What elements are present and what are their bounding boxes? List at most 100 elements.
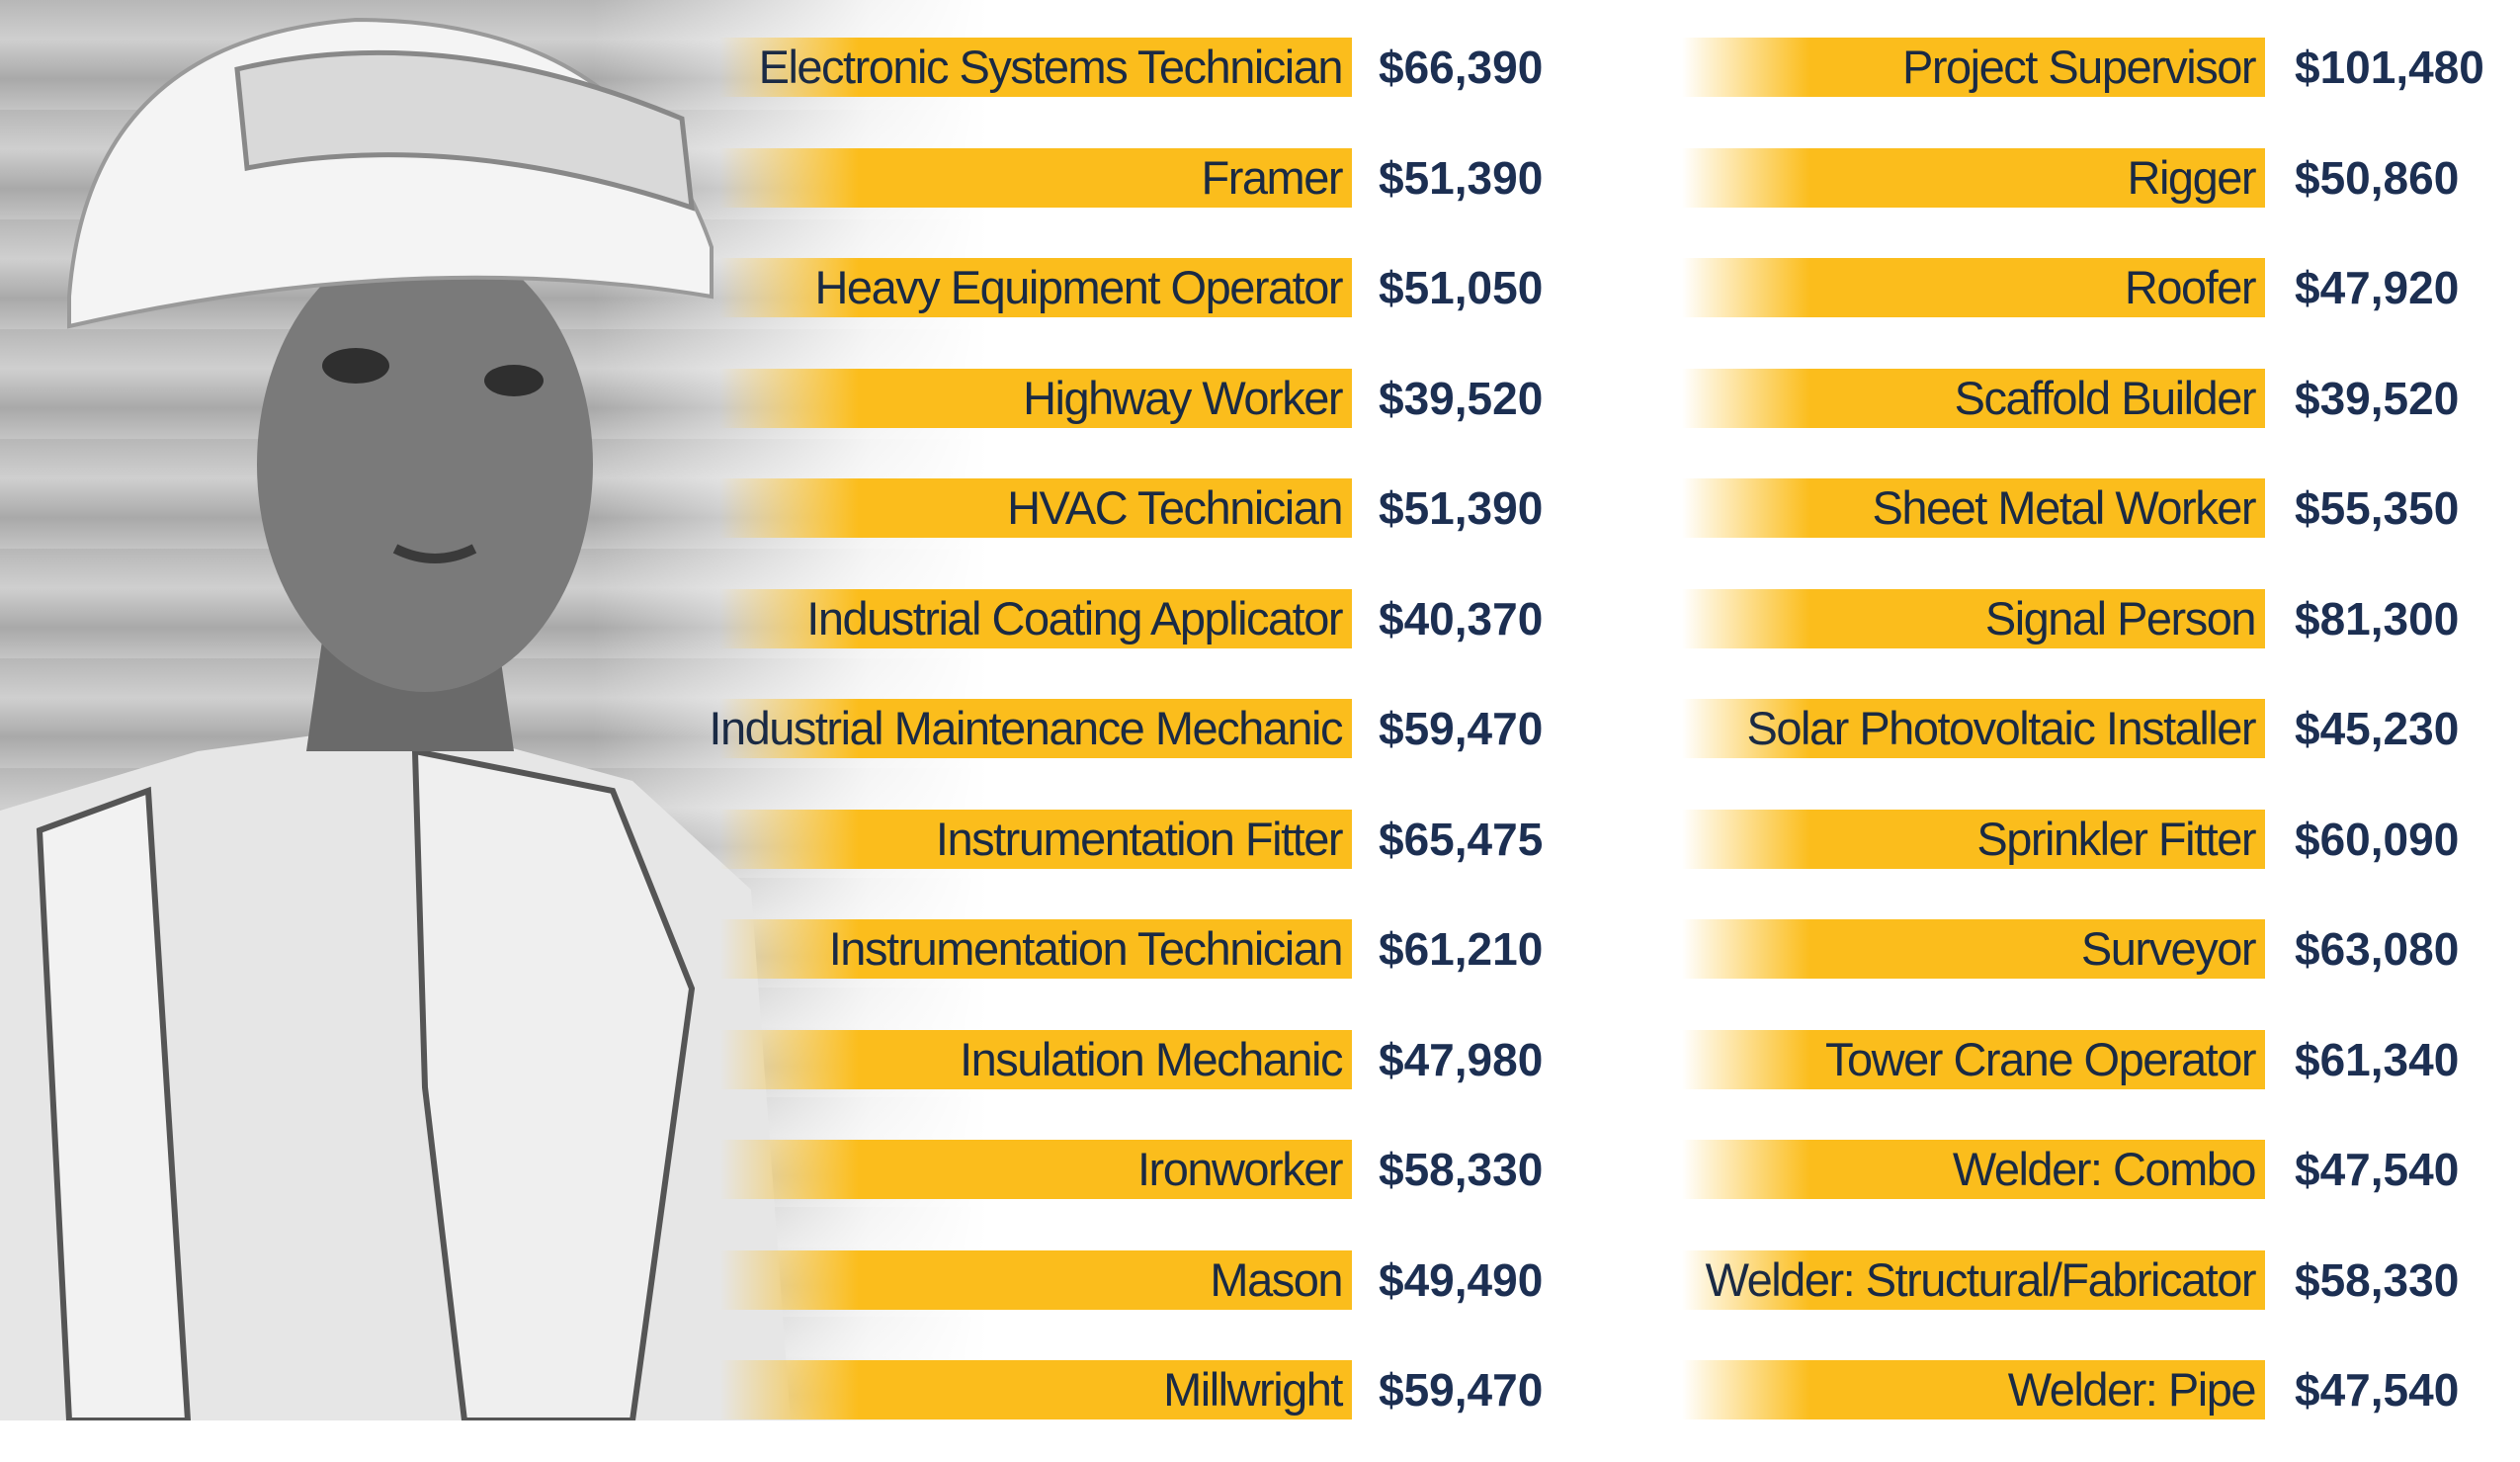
- highlight-bar: [719, 588, 1352, 648]
- job-title: Instrumentation Fitter: [935, 812, 1344, 865]
- salary-row: Industrial Maintenance Mechanic $59,470: [0, 691, 1543, 801]
- highlight-bar: [719, 919, 1352, 979]
- job-title: Rigger: [2127, 150, 2257, 204]
- salary-value: $47,920: [2295, 262, 2460, 313]
- highlight-bar: [719, 699, 1352, 758]
- highlight-bar: [719, 478, 1352, 538]
- salary-value: $58,330: [1379, 1144, 1544, 1195]
- job-title: Surveyor: [2080, 922, 2257, 975]
- job-title: Tower Crane Operator: [1825, 1032, 2256, 1085]
- salary-value: $51,390: [1379, 151, 1544, 204]
- highlight-bar: [1682, 147, 2265, 208]
- salary-value: $47,540: [2295, 1364, 2460, 1416]
- salary-row: Insulation Mechanic $47,980: [0, 1022, 1543, 1132]
- salary-value: $39,520: [1379, 372, 1544, 424]
- salary-row: Scaffold Builder $39,520: [0, 361, 2459, 471]
- highlight-bar: [1682, 1140, 2265, 1199]
- salary-value: $50,860: [2295, 151, 2460, 204]
- salary-row: Millwright $59,470: [0, 1352, 1543, 1462]
- job-title: Industrial Maintenance Mechanic: [709, 702, 1343, 754]
- job-title: Welder: Pipe: [2007, 1363, 2257, 1416]
- job-title: Solar Photovoltaic Installer: [1746, 702, 2257, 754]
- salary-row: Industrial Coating Applicator $40,370: [0, 581, 1543, 691]
- salary-row: Highway Worker $39,520: [0, 361, 1543, 471]
- job-title: Heavy Equipment Operator: [814, 261, 1343, 313]
- salary-value: $40,370: [1379, 592, 1544, 645]
- highlight-bar: [1682, 699, 2265, 758]
- job-title: Framer: [1201, 150, 1344, 204]
- highlight-bar: [1682, 368, 2265, 428]
- salary-row: Surveyor $63,080: [0, 911, 2459, 1021]
- highlight-bar: [719, 809, 1352, 869]
- highlight-bar: [1682, 1249, 2265, 1310]
- salary-row: Framer $51,390: [0, 140, 1543, 250]
- salary-value: $39,520: [2295, 372, 2460, 424]
- highlight-bar: [719, 368, 1352, 428]
- salary-row: Ironworker $58,330: [0, 1132, 1543, 1242]
- salary-value: $60,090: [2295, 813, 2460, 865]
- highlight-bar: [719, 1140, 1352, 1199]
- salary-row: Sprinkler Fitter $60,090: [0, 802, 2459, 911]
- highlight-bar: [1682, 258, 2265, 317]
- salary-row: Mason $49,490: [0, 1243, 1543, 1352]
- job-title: Electronic Systems Technician: [758, 41, 1344, 93]
- highlight-bar: [1682, 38, 2265, 97]
- salary-row: Project Supervisor $101,480: [0, 30, 2484, 139]
- highlight-bar: [1682, 809, 2265, 869]
- salary-row: HVAC Technician $51,390: [0, 471, 1543, 580]
- job-title: Sheet Metal Worker: [1872, 481, 2257, 534]
- salary-value: $47,980: [1379, 1033, 1544, 1085]
- highlight-bar: [719, 1249, 1352, 1310]
- salary-value: $61,210: [1379, 923, 1544, 975]
- salary-value: $55,350: [2295, 482, 2460, 534]
- job-title: Highway Worker: [1023, 371, 1343, 424]
- salary-row: Welder: Pipe $47,540: [0, 1352, 2459, 1462]
- salary-value: $58,330: [2295, 1253, 2460, 1306]
- salary-value: $59,470: [1379, 703, 1544, 754]
- salary-value: $45,230: [2295, 703, 2460, 754]
- highlight-bar: [1682, 1029, 2265, 1089]
- job-title: HVAC Technician: [1007, 481, 1343, 534]
- job-title: Ironworker: [1136, 1143, 1344, 1195]
- highlight-bar: [1682, 1360, 2265, 1419]
- salary-row: Solar Photovoltaic Installer $45,230: [0, 691, 2459, 801]
- salary-row: Instrumentation Fitter $65,475: [0, 802, 1543, 911]
- highlight-bar: [1682, 478, 2265, 538]
- salary-value: $47,540: [2295, 1144, 2460, 1195]
- highlight-bar: [719, 147, 1352, 208]
- salary-row: Signal Person $81,300: [0, 581, 2459, 691]
- salary-value: $51,390: [1379, 482, 1544, 534]
- job-title: Industrial Coating Applicator: [806, 591, 1343, 645]
- worker-illustration: [0, 17, 791, 1420]
- salary-value: $101,480: [2295, 42, 2484, 93]
- salary-row: Welder: Structural/Fabricator $58,330: [0, 1243, 2459, 1352]
- salary-row: Heavy Equipment Operator $51,050: [0, 250, 1543, 360]
- highlight-bar: [719, 258, 1352, 317]
- highlight-bar: [719, 38, 1352, 97]
- salary-value: $63,080: [2295, 923, 2460, 975]
- highlight-bar: [719, 1360, 1352, 1419]
- salary-value: $65,475: [1379, 813, 1544, 865]
- salary-row: Tower Crane Operator $61,340: [0, 1022, 2459, 1132]
- salary-value: $61,340: [2295, 1033, 2460, 1085]
- job-title: Mason: [1210, 1252, 1343, 1306]
- job-title: Instrumentation Technician: [828, 922, 1344, 975]
- salary-value: $59,470: [1379, 1364, 1544, 1416]
- salary-row: Welder: Combo $47,540: [0, 1132, 2459, 1242]
- salary-value: $49,490: [1379, 1253, 1544, 1306]
- salary-row: Sheet Metal Worker $55,350: [0, 471, 2459, 580]
- salary-row: Electronic Systems Technician $66,390: [0, 30, 1543, 139]
- salary-row: Roofer $47,920: [0, 250, 2459, 360]
- salary-value: $51,050: [1379, 262, 1544, 313]
- salary-value: $81,300: [2295, 592, 2460, 645]
- job-title: Scaffold Builder: [1954, 371, 2257, 424]
- salary-value: $66,390: [1379, 42, 1544, 93]
- job-title: Signal Person: [1984, 591, 2257, 645]
- job-title: Welder: Structural/Fabricator: [1705, 1252, 2257, 1306]
- job-title: Roofer: [2124, 261, 2257, 313]
- job-title: Sprinkler Fitter: [1976, 812, 2256, 865]
- highlight-bar: [1682, 919, 2265, 979]
- job-title: Welder: Combo: [1952, 1143, 2257, 1195]
- salary-row: Rigger $50,860: [0, 140, 2459, 250]
- salary-row: Instrumentation Technician $61,210: [0, 911, 1543, 1021]
